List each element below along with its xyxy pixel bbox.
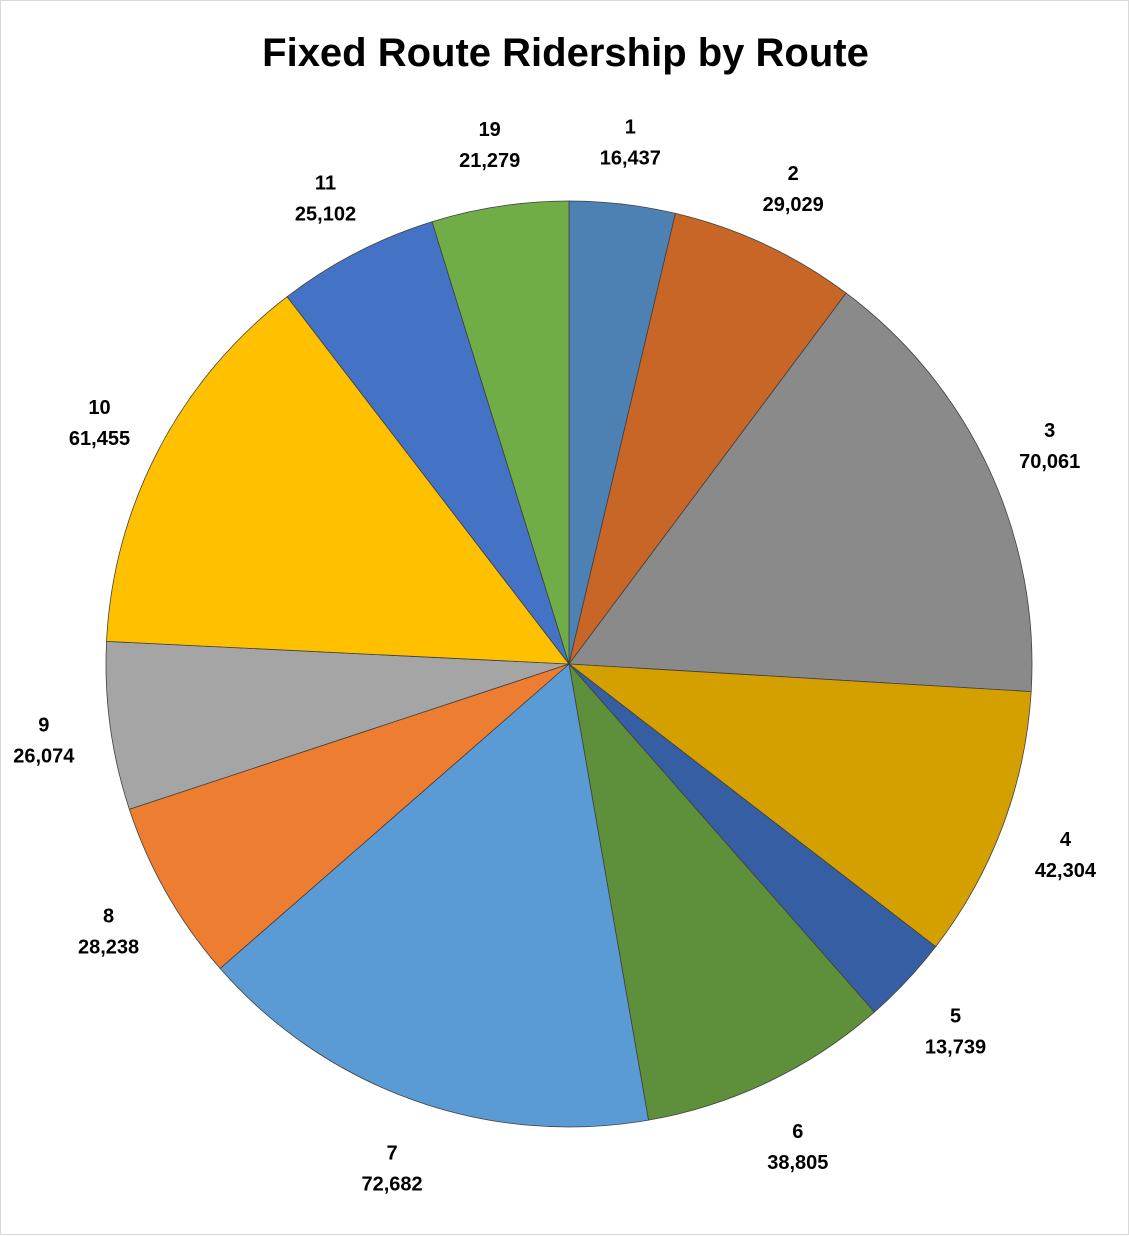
- pie-data-labels: 1 16,437 2 29,029 3 70,061 4 42,304 5 13,739 6 38,8…: [13, 117, 1097, 1196]
- data-label-category-route-10: 10: [88, 397, 110, 419]
- pie-slice-route-3: [568, 292, 1033, 693]
- data-label-value-route-1: 16,437: [600, 148, 661, 170]
- pie-slice-route-6: [568, 662, 875, 1121]
- data-label-category-route-2: 2: [788, 163, 799, 185]
- data-label-category-route-8: 8: [103, 906, 114, 928]
- data-label-category-route-6: 6: [792, 1121, 803, 1143]
- data-label-value-route-9: 26,074: [13, 745, 75, 767]
- data-label-value-route-19: 21,279: [459, 150, 520, 172]
- data-label-category-route-3: 3: [1044, 420, 1055, 442]
- data-label-value-route-6: 38,805: [767, 1152, 828, 1174]
- data-label-value-route-7: 72,682: [362, 1174, 423, 1196]
- data-label-value-route-8: 28,238: [78, 937, 139, 959]
- data-label-category-route-11: 11: [315, 172, 336, 194]
- pie-slices: [105, 200, 1033, 1128]
- pie-slice-route-11: [286, 221, 570, 665]
- data-label-value-route-2: 29,029: [763, 194, 824, 216]
- pie-slice-route-4: [567, 663, 1032, 948]
- pie-slice-route-8: [128, 663, 570, 970]
- data-label-value-route-10: 61,455: [69, 428, 130, 450]
- data-label-value-route-3: 70,061: [1019, 451, 1080, 473]
- data-label-category-route-19: 19: [479, 119, 501, 141]
- pie-slice-route-7: [219, 663, 649, 1128]
- pie-slice-route-10: [106, 296, 570, 665]
- pie-slice-route-2: [568, 212, 847, 665]
- pie-slice-route-19: [431, 200, 570, 665]
- chart-title: Fixed Route Ridership by Route: [262, 31, 869, 75]
- pie-slice-route-9: [105, 640, 570, 810]
- data-label-value-route-11: 25,102: [295, 203, 356, 225]
- data-label-category-route-4: 4: [1060, 829, 1072, 851]
- data-label-category-route-5: 5: [950, 1006, 961, 1028]
- data-label-value-route-4: 42,304: [1035, 860, 1097, 882]
- data-label-category-route-7: 7: [387, 1143, 398, 1165]
- data-label-category-route-9: 9: [38, 714, 49, 736]
- data-label-category-route-1: 1: [625, 117, 636, 139]
- data-label-value-route-5: 13,739: [925, 1037, 986, 1059]
